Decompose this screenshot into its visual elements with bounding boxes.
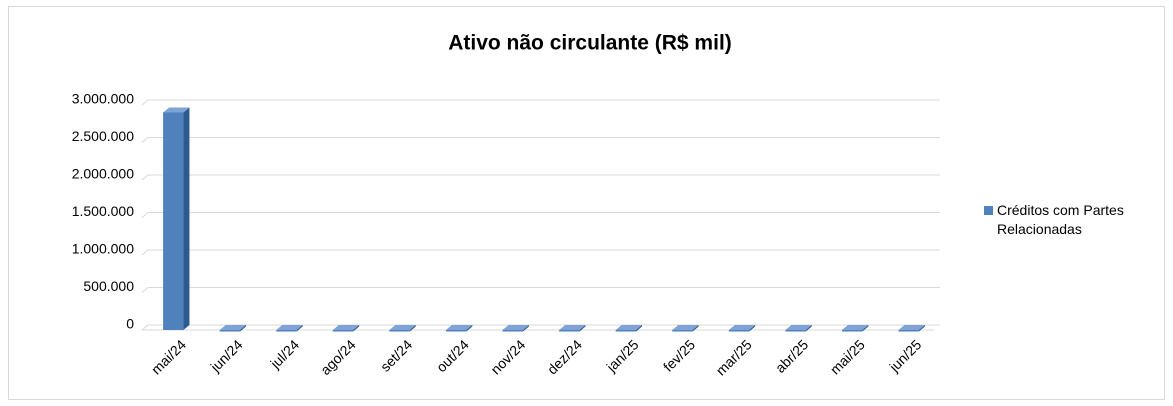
bar-side [918,325,925,332]
bar-top [841,325,869,330]
bar [728,330,750,332]
grid-line [141,137,940,143]
bar-top [898,325,925,330]
y-tick-label: 1.000.000 [72,241,134,257]
bar-top [276,325,303,330]
bar-top [219,325,247,330]
y-tick-label: 0 [126,316,134,332]
bar [219,330,241,332]
bar-top [728,325,756,330]
legend-label: Créditos com Partes Relacionadas [997,202,1124,237]
bar [502,330,523,332]
chart-border [8,6,1165,400]
chart-title: Ativo não circulante (R$ mil) [448,32,732,55]
bar-side [409,325,416,332]
bar-top [502,325,529,330]
bar-top [332,325,360,330]
y-tick-label: 2.000.000 [72,166,134,182]
bar [559,330,580,332]
bar-side [805,325,812,332]
grid-line [141,249,940,256]
bar-top [389,325,416,330]
bar-side [579,325,586,332]
y-tick-label: 1.500.000 [72,203,134,219]
y-tick-label: 3.000.000 [72,91,134,107]
bar-side [862,325,869,332]
grid-line [141,287,940,293]
bar [445,330,467,332]
bar-side [296,325,303,332]
grid-line [141,174,940,181]
bar-side [636,325,643,332]
bar-side [522,325,529,332]
bar [332,330,354,332]
bar [389,330,410,332]
bar-side [353,325,360,332]
bar-side [692,325,699,332]
bar [615,330,637,332]
bar-top [445,325,473,330]
legend-swatch [984,206,993,215]
bar-top [615,325,643,330]
bar-side [183,107,190,330]
bar-side [749,325,756,332]
bar [785,330,806,332]
legend: Créditos com Partes Relacionadas [984,201,1154,239]
bar [672,330,693,332]
grid-line [141,212,940,218]
bar [898,330,919,332]
bar-top [559,325,586,330]
bar [841,330,863,332]
bar-side [466,325,473,332]
bar-top [163,107,190,113]
grid-line [141,99,940,106]
bar-top [672,325,699,330]
y-tick-label: 500.000 [83,278,134,294]
bar [276,330,297,332]
grid-line [141,324,940,331]
bar-side [240,325,247,332]
bar-top [785,325,812,330]
bar [163,112,184,330]
y-tick-label: 2.500.000 [72,128,134,144]
